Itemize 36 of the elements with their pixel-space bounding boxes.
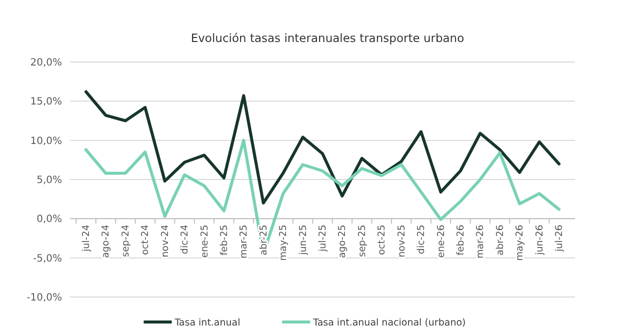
x-tick-label: dic-24 bbox=[180, 224, 191, 254]
y-tick-label: 20,0% bbox=[30, 58, 62, 68]
legend-label: Tasa int.anual nacional (urbano) bbox=[312, 317, 466, 328]
chart-title: Evolución tasas interanuales transporte urbano bbox=[190, 31, 464, 45]
x-tick-label: jul-25 bbox=[318, 224, 328, 252]
x-tick-label: nov-24 bbox=[160, 224, 171, 258]
y-tick-label: -10,0% bbox=[26, 292, 62, 304]
x-tick-label: feb-25 bbox=[218, 224, 230, 256]
x-tick-label: mar-26 bbox=[475, 224, 486, 259]
x-tick-label: jun-25 bbox=[298, 224, 309, 256]
x-tick-label: mar-25 bbox=[238, 224, 250, 259]
y-tick-label: 15,0% bbox=[30, 96, 62, 108]
x-tick-label: abr-26 bbox=[494, 224, 506, 256]
x-tick-label: sep-25 bbox=[356, 224, 368, 258]
x-tick-label: ago-25 bbox=[337, 224, 348, 258]
x-tick-label: jun-26 bbox=[534, 224, 546, 256]
x-tick-label: jul-24 bbox=[81, 224, 92, 252]
x-tick-label: may-26 bbox=[514, 224, 526, 261]
y-tick-label: 0,0% bbox=[36, 214, 62, 226]
x-tick-label: jul-26 bbox=[554, 224, 565, 252]
y-tick-label: 5,0% bbox=[36, 175, 62, 186]
line-series bbox=[84, 90, 560, 204]
x-tick-label: ago-24 bbox=[100, 224, 112, 258]
y-tick-label: 10,0% bbox=[30, 136, 62, 147]
x-tick-label: abr-25 bbox=[258, 224, 270, 256]
x-tick-label: may-25 bbox=[278, 224, 290, 261]
x-tick-label: oct-25 bbox=[376, 224, 388, 255]
x-tick-label: nov-25 bbox=[396, 224, 408, 258]
x-tick-label: oct-24 bbox=[140, 224, 152, 255]
x-tick-label: feb-26 bbox=[455, 224, 466, 256]
x-tick-label: ene-26 bbox=[436, 224, 447, 258]
y-tick-label: -5,0% bbox=[32, 253, 62, 264]
legend-label: Tasa int.anual bbox=[174, 317, 240, 328]
x-tick-label: dic-25 bbox=[416, 224, 428, 254]
x-tick-label: ene-25 bbox=[199, 224, 210, 258]
x-tick-label: sep-24 bbox=[120, 224, 132, 258]
